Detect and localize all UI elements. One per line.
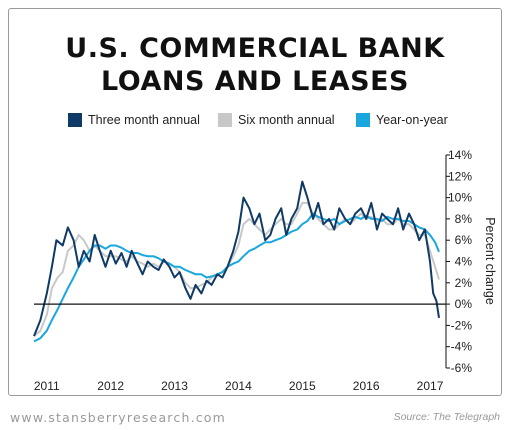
y-tick-label: -6% xyxy=(451,361,473,375)
y-tick-label: 0% xyxy=(455,297,473,311)
chart-title: U.S. COMMERCIAL BANK LOANS AND LEASES xyxy=(0,32,510,98)
y-tick-label: 4% xyxy=(455,255,473,269)
legend-item-year-on-year: Year-on-year xyxy=(356,110,448,130)
y-tick-label: 8% xyxy=(455,212,473,226)
x-tick-label: 2015 xyxy=(289,379,316,393)
series-line-three-month-annual xyxy=(33,180,440,337)
x-tick-label: 2012 xyxy=(97,379,124,393)
y-tick-label: 10% xyxy=(448,191,472,205)
series-lines xyxy=(33,180,440,343)
legend-item-three-month: Three month annual xyxy=(68,110,200,130)
legend-swatch-three-month xyxy=(68,113,82,127)
legend-item-six-month: Six month annual xyxy=(218,110,335,130)
source-credit: Source: The Telegraph xyxy=(393,411,500,423)
y-tick-label: 2% xyxy=(455,276,473,290)
x-axis-ticks: 2011 2012 2013 2014 2015 2016 2017 xyxy=(34,379,444,393)
x-tick-label: 2017 xyxy=(417,379,444,393)
y-axis-ticks: -6% -4% -2% 0% 2% 4% 6% 8% 10% 12% 14% xyxy=(446,148,472,375)
website-credit: www.stansberryresearch.com xyxy=(10,410,227,425)
chart-title-line1: U.S. COMMERCIAL BANK xyxy=(65,33,445,64)
series-line-year-on-year xyxy=(33,212,440,343)
x-tick-label: 2014 xyxy=(225,379,252,393)
y-tick-label: -2% xyxy=(451,318,473,332)
y-tick-label: 6% xyxy=(455,233,473,247)
y-tick-label: 14% xyxy=(448,148,472,162)
legend-label-year-on-year: Year-on-year xyxy=(376,113,448,127)
y-axis-label: Percent change xyxy=(483,217,497,305)
y-tick-label: -4% xyxy=(451,340,473,354)
x-tick-label: 2011 xyxy=(34,379,60,393)
legend-label-three-month: Three month annual xyxy=(88,113,200,127)
y-tick-label: 12% xyxy=(448,169,472,183)
x-tick-label: 2013 xyxy=(161,379,188,393)
x-tick-label: 2016 xyxy=(353,379,380,393)
chart-card xyxy=(8,8,502,396)
legend-swatch-six-month xyxy=(218,113,232,127)
legend-swatch-year-on-year xyxy=(356,113,370,127)
chart-title-line2: LOANS AND LEASES xyxy=(101,66,409,97)
legend-label-six-month: Six month annual xyxy=(238,113,335,127)
legend: Three month annual Six month annual Year… xyxy=(0,110,510,130)
